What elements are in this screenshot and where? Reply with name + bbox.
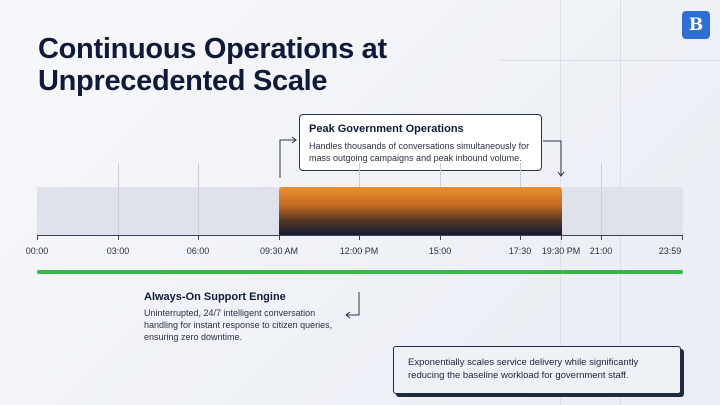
tick-mark — [359, 235, 360, 240]
timeline-axis — [37, 235, 683, 236]
tick-label: 17:30 — [508, 246, 532, 256]
peak-start-arrow-icon — [279, 136, 297, 178]
tick-mark — [561, 235, 562, 240]
tick-mark — [601, 235, 602, 240]
tick-label: 06:00 — [186, 246, 210, 256]
peak-operations-bar — [279, 187, 562, 235]
support-arrow-icon — [345, 292, 360, 319]
grid-line-06 — [198, 163, 199, 235]
tick-label: 15:00 — [428, 246, 452, 256]
tick-label: 09:30 AM — [259, 246, 299, 256]
slide-title-line-2: Unprecedented Scale — [38, 65, 328, 97]
grid-line-03 — [118, 163, 119, 235]
tick-mark — [520, 235, 521, 240]
slide-title-line-1: Continuous Operations at — [38, 33, 387, 65]
summary-box: Exponentially scales service delivery wh… — [393, 346, 681, 394]
always-on-bar — [37, 270, 683, 274]
tick-label: 12:00 PM — [339, 246, 379, 256]
support-engine-description: Uninterrupted, 24/7 intelligent conversa… — [144, 308, 333, 342]
tick-mark — [682, 235, 683, 240]
tick-label: 03:00 — [106, 246, 130, 256]
tick-label: 19:30 PM — [541, 246, 581, 256]
tick-mark — [37, 235, 38, 240]
peak-operations-description: Handles thousands of conversations simul… — [309, 141, 530, 163]
newspaper-logo-icon: B — [682, 11, 710, 39]
tick-mark — [440, 235, 441, 240]
summary-text: Exponentially scales service delivery wh… — [408, 357, 639, 381]
tick-mark — [118, 235, 119, 240]
support-engine-title: Always-On Support Engine — [144, 291, 286, 303]
peak-end-arrow-icon — [543, 140, 565, 177]
peak-operations-callout: Peak Government Operations Handles thous… — [299, 114, 542, 171]
slide-title: Continuous Operations at Unprecedented S… — [38, 33, 387, 97]
tick-mark — [198, 235, 199, 240]
tick-label: 00:00 — [25, 246, 49, 256]
tick-label: 23:59 — [658, 246, 682, 256]
tick-label: 21:00 — [589, 246, 613, 256]
grid-line-21 — [601, 163, 602, 235]
tick-mark — [279, 235, 280, 240]
logo-letter: B — [688, 15, 704, 35]
peak-operations-title: Peak Government Operations — [309, 123, 464, 135]
background-line — [500, 60, 720, 61]
